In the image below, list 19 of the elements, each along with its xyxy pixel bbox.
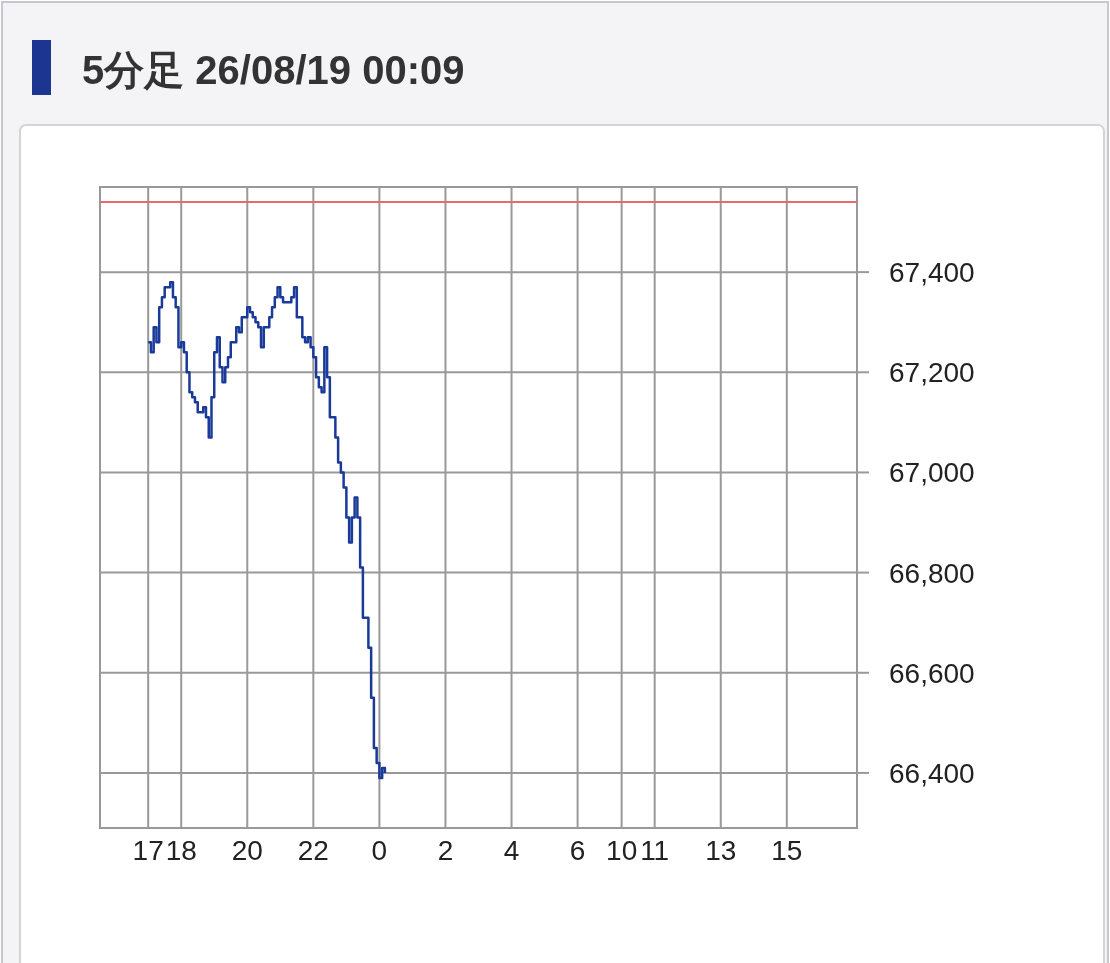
x-tick-label: 17 (132, 835, 164, 866)
x-tick-label: 6 (569, 835, 586, 866)
x-tick-label: 22 (297, 835, 329, 866)
x-tick-label: 0 (371, 835, 388, 866)
x-tick-label: 2 (437, 835, 454, 866)
x-tick-label: 11 (640, 835, 670, 866)
y-tick-label: 67,200 (889, 357, 975, 389)
x-tick-label: 20 (231, 835, 263, 866)
chart-title: 5分足 26/08/19 00:09 (82, 48, 465, 92)
x-tick-label: 13 (705, 835, 737, 866)
x-tick-label: 18 (165, 835, 197, 866)
x-tick-label: 4 (503, 835, 520, 866)
y-tick-label: 67,400 (889, 257, 975, 289)
x-tick-label: 15 (771, 835, 803, 866)
y-tick-label: 66,400 (889, 757, 975, 789)
y-tick-label: 66,800 (889, 557, 975, 589)
y-tick-label: 66,600 (889, 657, 975, 689)
x-tick-label: 10 (606, 835, 638, 866)
y-tick-label: 67,000 (889, 457, 975, 489)
